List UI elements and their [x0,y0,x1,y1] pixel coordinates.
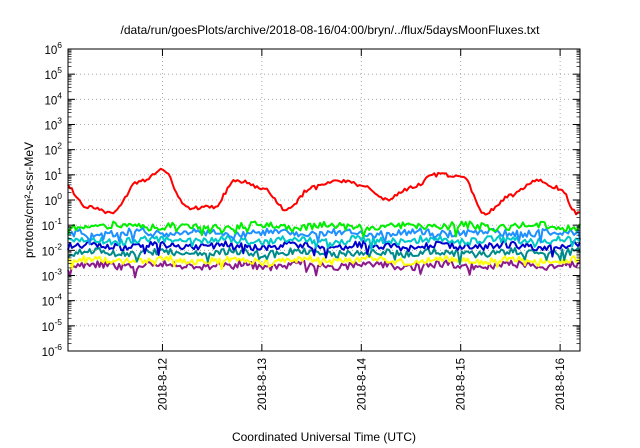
y-tick-label: 102 [44,141,62,158]
y-tick-label: 10-5 [42,317,63,334]
x-axis-label: Coordinated Universal Time (UTC) [232,430,416,444]
y-tick-label: 10-6 [42,342,63,359]
x-tick-label: 2018-8-16 [555,358,567,410]
series-line [67,240,581,259]
y-tick-label: 100 [44,191,62,208]
chart-title: /data/run/goesPlots/archive/2018-08-16/0… [121,23,541,37]
y-tick-label: 101 [44,166,62,183]
series-line [67,254,581,270]
y-tick-label: 10-1 [42,216,63,233]
y-tick-label: 106 [44,40,62,57]
series-line [67,167,581,216]
x-tick-label: 2018-8-15 [456,358,468,410]
y-tick-label: 103 [44,116,62,133]
series-line [67,246,581,266]
y-tick-label: 104 [44,90,62,107]
tick-marks [68,48,580,352]
y-tick-label: 10-4 [42,292,63,309]
series-group [67,167,581,279]
y-tick-label: 10-2 [42,241,63,258]
y-tick-label: 105 [44,65,62,82]
y-tick-labels: 10-6 10-5 10-4 10-3 10-2 10-1 100 101 102 103 104 1… [42,40,63,359]
x-tick-labels: 2018-8-12 2018-8-13 2018-8-14 2018-8-15 2018… [157,357,567,410]
x-tick-label: 2018-8-13 [257,358,269,410]
series-line [67,259,581,279]
y-axis-label: protons/cm²-s-sr-MeV [22,142,36,258]
series-line [67,220,581,238]
x-tick-label: 2018-8-12 [157,358,169,410]
y-tick-label: 10-3 [42,267,63,284]
x-tick-label: 2018-8-14 [356,357,368,410]
